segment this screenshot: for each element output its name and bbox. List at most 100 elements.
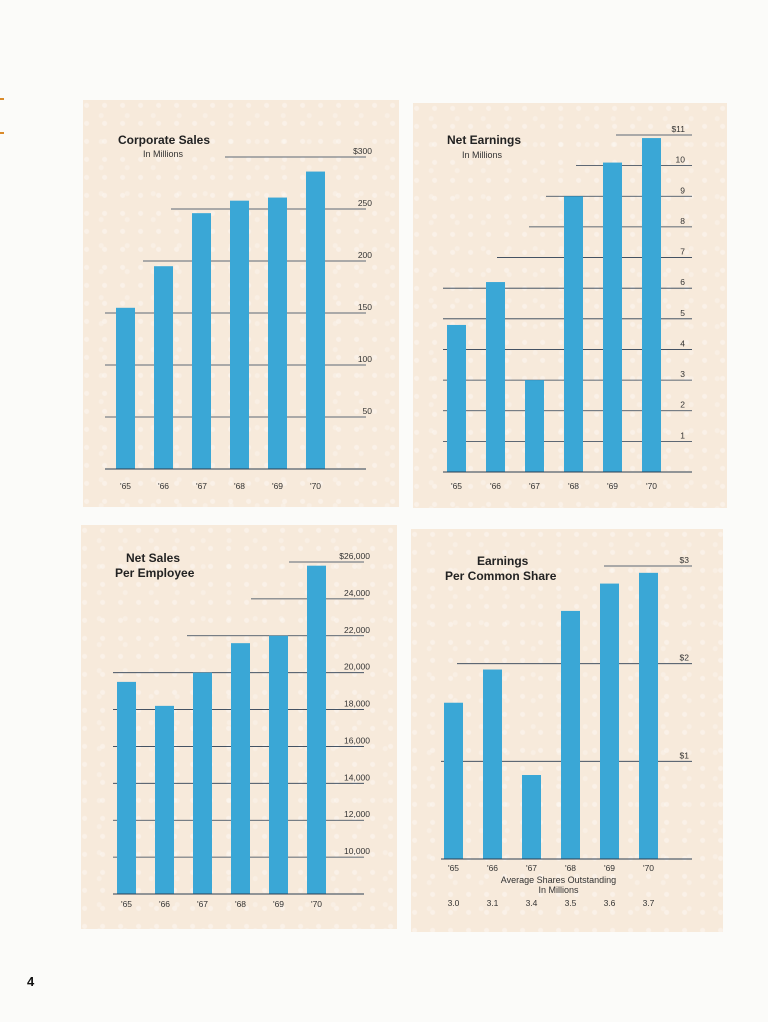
- y-tick-label: 10,000: [344, 846, 370, 856]
- edge-mark: [0, 98, 4, 100]
- bar-70: [642, 138, 661, 472]
- y-tick-label: 100: [358, 354, 372, 364]
- bar-68: [230, 200, 249, 469]
- x-tick-label: '67: [196, 481, 207, 491]
- shares-outstanding-label: 3.4: [526, 898, 538, 908]
- chart-panel-net-earnings: Net Earnings In Millions 1 2 3 4 5 6 7 8 9 10 $11 '65…: [413, 103, 727, 508]
- x-tick-label: '65: [120, 481, 131, 491]
- y-tick-label: $26,000: [339, 551, 370, 561]
- y-tick-label: 1: [680, 430, 685, 440]
- shares-outstanding-label: 3.5: [565, 898, 577, 908]
- x-tick-label: '68: [234, 481, 245, 491]
- bar-65: [444, 702, 463, 859]
- y-tick-label: 8: [680, 216, 685, 226]
- bar-69: [269, 635, 288, 894]
- bar-65: [117, 681, 136, 894]
- x-tick-label: '68: [565, 863, 576, 873]
- bar-66: [154, 266, 173, 469]
- x-tick-label: '69: [604, 863, 615, 873]
- x-tick-label: '69: [607, 481, 618, 491]
- chart-panel-corporate-sales: Corporate Sales In Millions 50 100 150 200 250…: [83, 100, 399, 507]
- chart-subtitle: In Millions: [462, 150, 503, 160]
- bar-67: [522, 775, 541, 859]
- bar-70: [639, 572, 658, 859]
- bar-65: [447, 324, 466, 472]
- y-tick-label: 50: [363, 406, 373, 416]
- y-tick-label: 16,000: [344, 735, 370, 745]
- x-tick-label: '70: [643, 863, 654, 873]
- y-tick-label: 24,000: [344, 588, 370, 598]
- shares-outstanding-label: 3.0: [448, 898, 460, 908]
- y-tick-label: 6: [680, 277, 685, 287]
- y-tick-label: 22,000: [344, 625, 370, 635]
- page-number: 4: [27, 974, 35, 989]
- y-tick-label: 7: [680, 247, 685, 257]
- footnote-line-2: In Millions: [538, 885, 579, 895]
- x-tick-label: '69: [272, 481, 283, 491]
- x-tick-label: '67: [526, 863, 537, 873]
- bar-68: [231, 643, 250, 894]
- bar-68: [561, 610, 580, 859]
- x-tick-label: '66: [487, 863, 498, 873]
- bar-67: [193, 672, 212, 894]
- bar-70: [306, 171, 325, 469]
- y-tick-label: 5: [680, 308, 685, 318]
- chart-title-line-2: Per Employee: [115, 566, 195, 580]
- y-tick-label: 3: [680, 369, 685, 379]
- y-tick-label: 14,000: [344, 772, 370, 782]
- y-tick-label: 12,000: [344, 809, 370, 819]
- x-tick-label: '65: [451, 481, 462, 491]
- x-tick-label: '65: [121, 899, 132, 909]
- chart-title-line-1: Net Sales: [126, 551, 180, 565]
- y-tick-label: $1: [680, 750, 690, 760]
- x-tick-label: '67: [529, 481, 540, 491]
- x-tick-label: '68: [235, 899, 246, 909]
- bar-66: [155, 705, 174, 894]
- y-tick-label: 200: [358, 250, 372, 260]
- bar-66: [486, 282, 505, 472]
- shares-outstanding-label: 3.1: [487, 898, 499, 908]
- y-tick-label: 2: [680, 400, 685, 410]
- chart-title-line-2: Per Common Share: [445, 569, 557, 583]
- x-tick-label: '67: [197, 899, 208, 909]
- y-tick-label: 250: [358, 198, 372, 208]
- y-tick-label: $3: [680, 555, 690, 565]
- bar-70: [307, 565, 326, 894]
- chart-panel-earnings-per-share: Earnings Per Common Share $1 $2 $3 '65 '66 '67 '…: [411, 529, 723, 932]
- y-tick-label: 150: [358, 302, 372, 312]
- x-tick-label: '70: [310, 481, 321, 491]
- bar-65: [116, 307, 135, 469]
- chart-title: Corporate Sales: [118, 133, 210, 147]
- y-tick-label: $300: [353, 146, 372, 156]
- chart-subtitle: In Millions: [143, 149, 184, 159]
- y-tick-label: 10: [676, 155, 686, 165]
- y-tick-label: $11: [671, 124, 685, 134]
- y-tick-label: $2: [680, 653, 690, 663]
- chart-title-line-1: Earnings: [477, 554, 529, 568]
- x-tick-label: '70: [311, 899, 322, 909]
- footnote-line-1: Average Shares Outstanding: [501, 875, 616, 885]
- net-earnings-chart: Net Earnings In Millions 1 2 3 4 5 6 7 8 9 10 $11 '65…: [443, 124, 692, 491]
- shares-outstanding-label: 3.6: [604, 898, 616, 908]
- x-tick-label: '66: [158, 481, 169, 491]
- x-tick-label: '70: [646, 481, 657, 491]
- bar-67: [192, 213, 211, 469]
- corporate-sales-chart: Corporate Sales In Millions 50 100 150 200 250…: [105, 133, 373, 491]
- x-tick-label: '66: [490, 481, 501, 491]
- y-tick-label: 20,000: [344, 662, 370, 672]
- y-tick-label: 18,000: [344, 699, 370, 709]
- chart-title: Net Earnings: [447, 133, 521, 147]
- y-tick-label: 9: [680, 185, 685, 195]
- x-tick-label: '69: [273, 899, 284, 909]
- bar-66: [483, 669, 502, 859]
- bar-69: [268, 197, 287, 469]
- x-tick-label: '65: [448, 863, 459, 873]
- x-tick-label: '68: [568, 481, 579, 491]
- shares-outstanding-label: 3.7: [643, 898, 655, 908]
- bar-69: [603, 162, 622, 472]
- edge-mark: [0, 132, 4, 134]
- bar-67: [525, 380, 544, 472]
- bar-68: [564, 196, 583, 472]
